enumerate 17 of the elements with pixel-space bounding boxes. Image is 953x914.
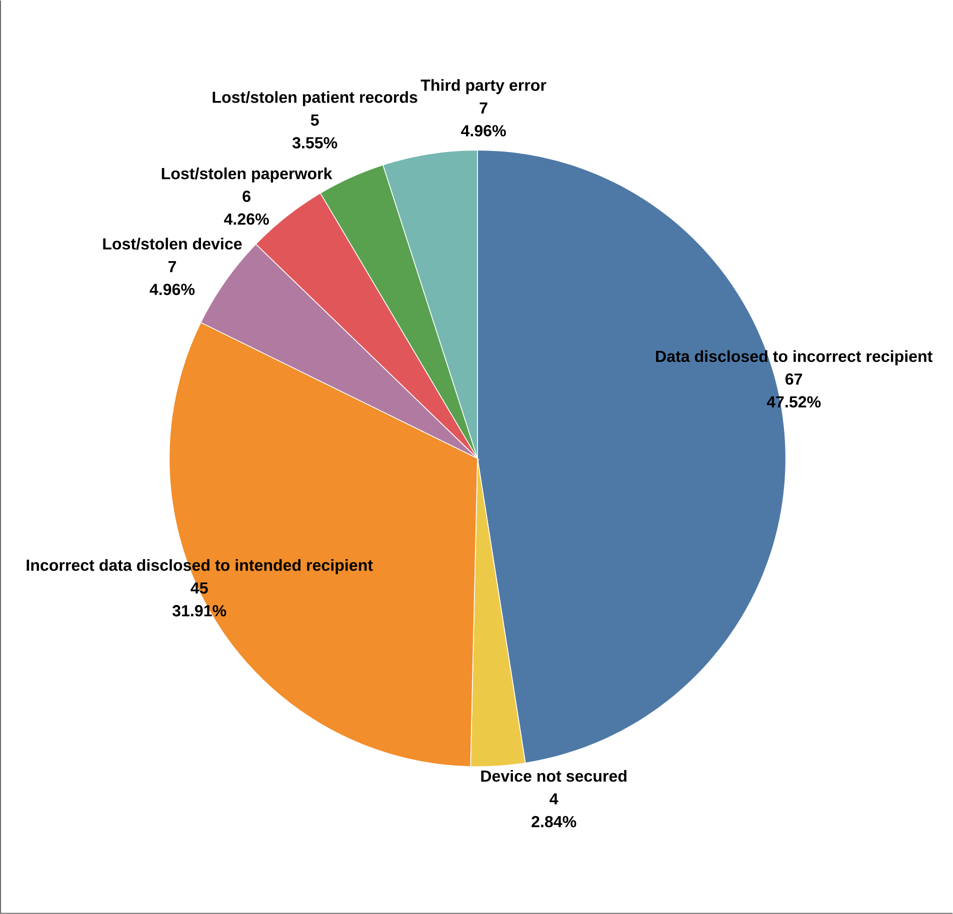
data-label: 2.84%	[532, 816, 576, 828]
slice-label: Device not secured	[481, 770, 626, 782]
data-label: 4.26%	[224, 213, 269, 225]
text: 4	[550, 793, 558, 804]
slice-label: Lost/stolen paperwork	[162, 168, 332, 183]
text: 67	[785, 373, 802, 385]
text: 7	[168, 261, 176, 272]
slice-label: Lost/stolen device	[103, 238, 242, 250]
data-label: 4.96%	[461, 125, 506, 136]
data-label: 4.96%	[150, 284, 195, 296]
text: 7	[480, 102, 488, 114]
data-label: 3.55%	[292, 137, 338, 149]
slice-label: Lost/stolen patient records	[212, 91, 418, 106]
slice-label: Third party error	[420, 79, 546, 94]
text: 6	[242, 190, 250, 202]
text: 5	[310, 114, 319, 126]
slice-label: Data disclosed to incorrect recipient	[656, 350, 932, 366]
